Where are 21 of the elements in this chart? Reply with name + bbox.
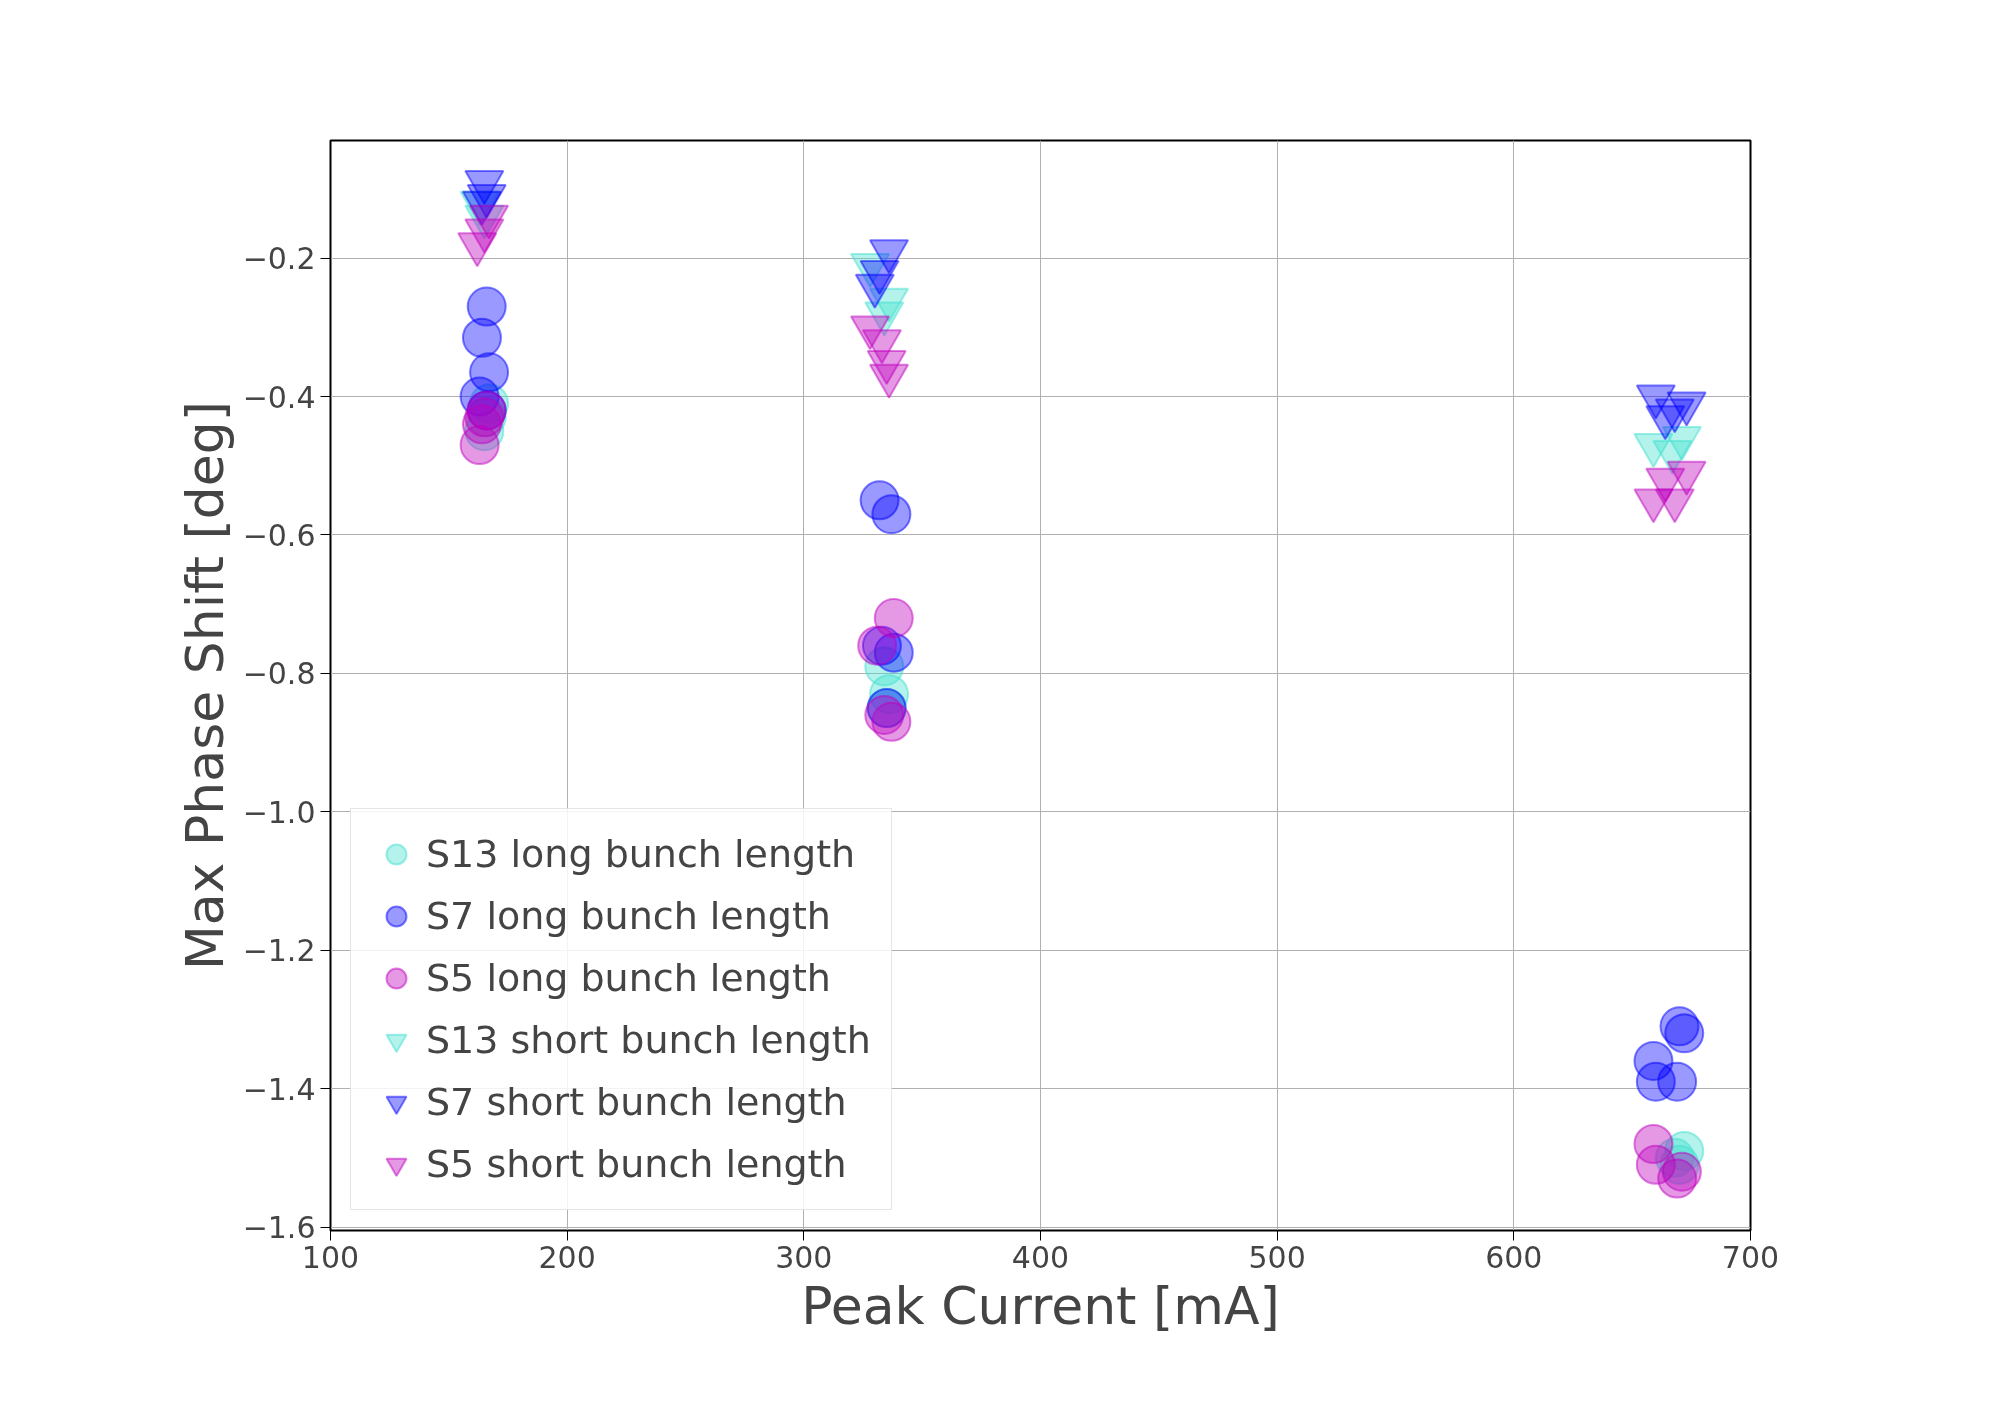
y-tick-label: −0.4 xyxy=(242,379,316,415)
y-axis-title: Max Phase Shift [deg] xyxy=(174,400,235,971)
legend-label: S5 long bunch length xyxy=(426,955,831,1002)
y-tick-label: −1.2 xyxy=(242,933,316,969)
y-tick-label: −0.6 xyxy=(242,517,316,553)
legend-label: S7 short bunch length xyxy=(426,1079,847,1126)
legend-label: S13 long bunch length xyxy=(426,831,856,878)
x-axis-title: Peak Current [mA] xyxy=(801,1275,1280,1336)
y-tick-label: −1.0 xyxy=(242,794,316,830)
x-tick-label: 400 xyxy=(1011,1239,1070,1275)
legend-label: S13 short bunch length xyxy=(426,1017,871,1064)
legend-label: S5 short bunch length xyxy=(426,1141,847,1188)
x-tick-label: 300 xyxy=(775,1239,833,1275)
y-tick-label: −1.4 xyxy=(242,1071,316,1107)
x-tick-label: 200 xyxy=(538,1239,596,1275)
legend-label: S7 long bunch length xyxy=(426,893,831,940)
x-tick-label: 700 xyxy=(1721,1239,1780,1275)
y-tick-label: −0.2 xyxy=(242,241,316,277)
y-tick-label: −0.8 xyxy=(242,656,316,692)
x-tick-label: 500 xyxy=(1248,1239,1306,1275)
x-tick-label: 600 xyxy=(1485,1239,1543,1275)
